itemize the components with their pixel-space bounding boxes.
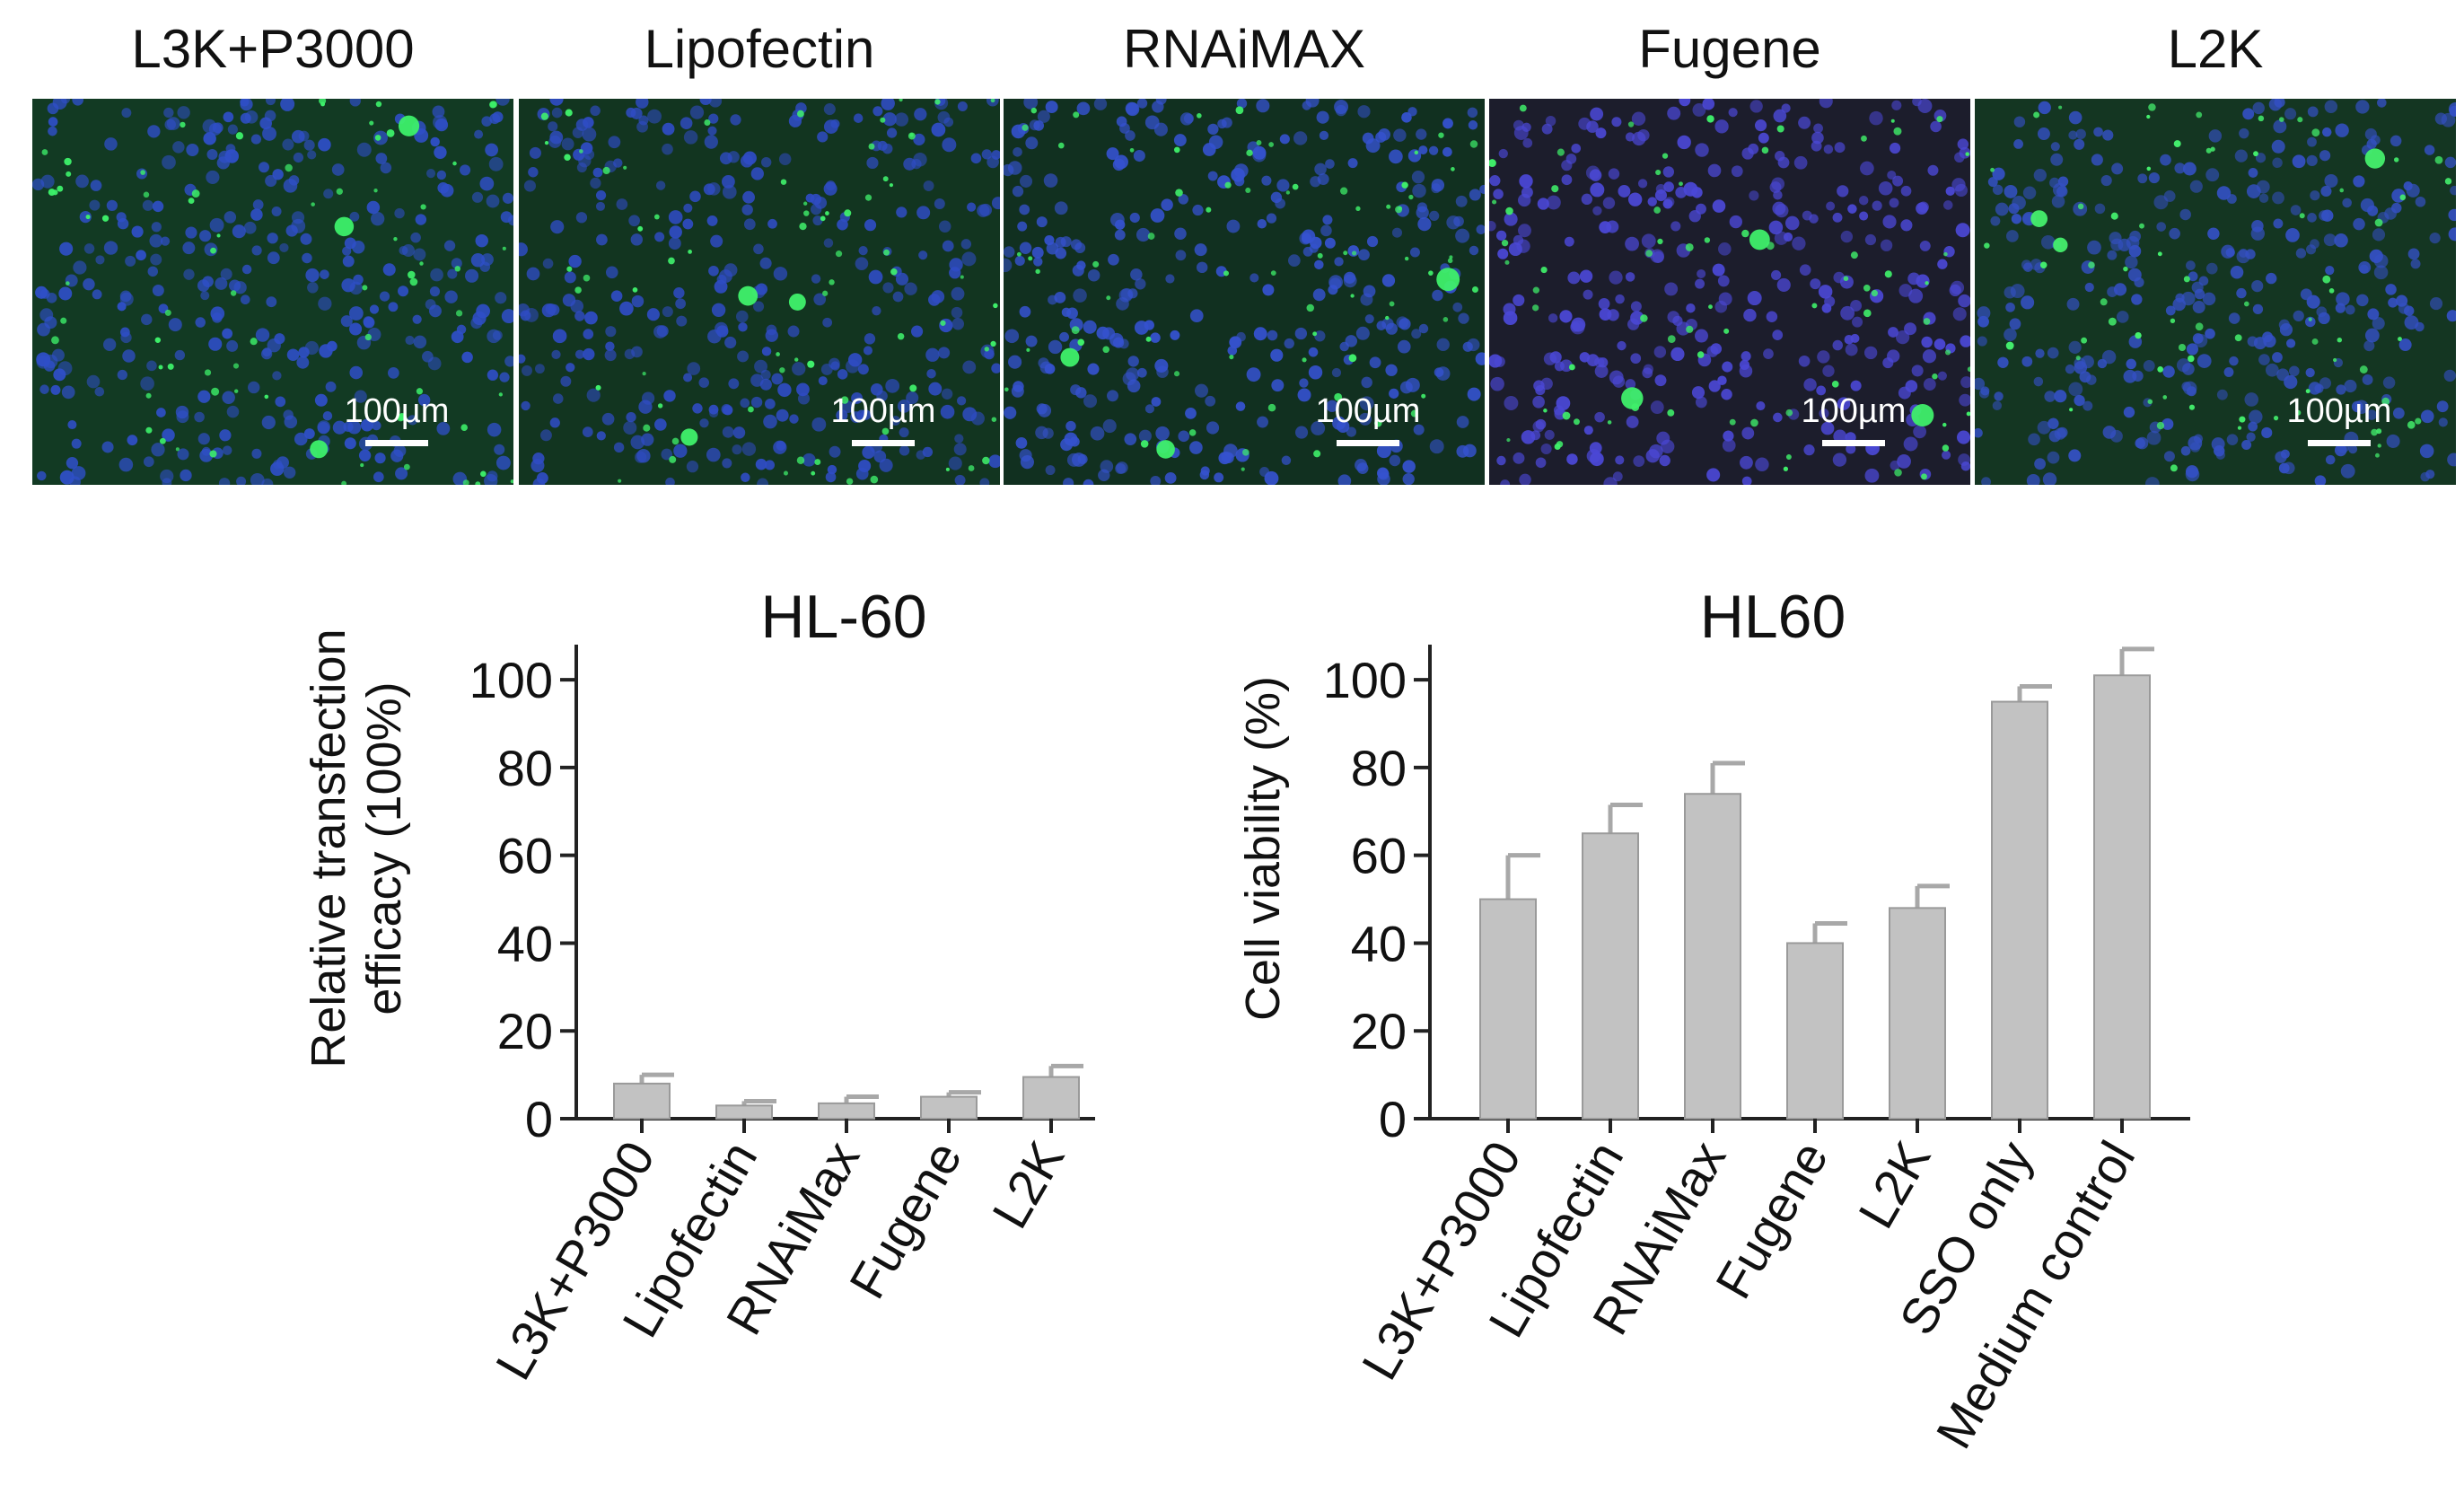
cell-nuclei — [1975, 99, 2456, 485]
y-axis-label: Relative transfection — [302, 628, 355, 1068]
x-tick-label: L2K — [981, 1132, 1074, 1238]
bar — [1889, 907, 1946, 1120]
scale-bar-label: 100µm — [1316, 392, 1421, 430]
micrograph-label: RNAiMAX — [1123, 19, 1365, 79]
y-tick-label: 80 — [1351, 740, 1407, 796]
fluorescent-spots — [1984, 103, 2452, 472]
micrograph-label: Lipofectin — [644, 19, 875, 79]
x-tick-label: L3K+P3000 — [485, 1132, 666, 1389]
y-axis-label: efficacy (100%) — [357, 681, 411, 1015]
bar — [1479, 898, 1537, 1120]
bar — [1582, 832, 1639, 1120]
y-tick-label: 100 — [469, 652, 553, 708]
fluorescent-spots — [41, 99, 513, 485]
x-tick-label: L3K+P3000 — [1351, 1132, 1532, 1389]
bar — [818, 1102, 875, 1120]
scale-bar — [2308, 440, 2371, 446]
y-tick-label: 60 — [497, 828, 553, 884]
micrograph-1: L3K+P3000 100µm — [32, 19, 513, 485]
fluorescent-spots — [540, 99, 998, 485]
bar — [613, 1082, 671, 1120]
cell-nuclei — [32, 99, 513, 485]
cell-nuclei — [1489, 99, 1970, 485]
micrograph-label: Fugene — [1638, 19, 1821, 79]
y-tick-label: 60 — [1351, 828, 1407, 884]
y-tick-label: 80 — [497, 740, 553, 796]
scale-bar-label: 100µm — [831, 392, 936, 430]
chart-title: HL60 — [1700, 583, 1846, 651]
micrograph-2: Lipofectin 100µm — [519, 19, 1000, 485]
y-tick-label: 40 — [1351, 915, 1407, 971]
scale-bar — [852, 440, 915, 446]
cell-viability-chart: HL60 0 20 40 60 80 100 Cell viability (%) L3K+P3… — [1236, 583, 2190, 1458]
x-tick-label: L2K — [1847, 1132, 1941, 1238]
scale-bar-label: 100µm — [345, 392, 450, 430]
bar — [1786, 942, 1844, 1120]
bar — [1022, 1076, 1080, 1120]
bar — [715, 1104, 773, 1120]
scale-bar-label: 100µm — [2287, 392, 2392, 430]
cell-nuclei — [1004, 99, 1485, 485]
fluorescent-spots — [1004, 106, 1478, 471]
scale-bar-label: 100µm — [1802, 392, 1907, 430]
y-axis-label: Cell viability (%) — [1236, 676, 1290, 1021]
bar — [1684, 793, 1741, 1120]
y-tick-label: 0 — [1379, 1091, 1407, 1147]
scale-bar — [1337, 440, 1399, 446]
bar — [2093, 674, 2151, 1120]
fluorescent-spots — [1489, 104, 1970, 480]
y-tick-label: 100 — [1323, 652, 1407, 708]
y-tick-label: 0 — [525, 1091, 553, 1147]
micrograph-label: L2K — [2168, 19, 2264, 79]
micrograph-3: RNAiMAX 100µm — [1004, 19, 1485, 485]
cell-nuclei — [519, 99, 1000, 485]
scale-bar — [1822, 440, 1885, 446]
bar — [1991, 700, 2048, 1120]
y-tick-label: 40 — [497, 915, 553, 971]
transfection-efficacy-chart: HL-60 0 20 40 60 80 100 Relative transfection ef… — [302, 583, 1095, 1389]
bar — [920, 1095, 978, 1120]
micrograph-label: L3K+P3000 — [131, 19, 414, 79]
scale-bar — [365, 440, 428, 446]
micrograph-4: Fugene 100µm — [1489, 19, 1970, 485]
chart-title: HL-60 — [760, 583, 926, 651]
y-tick-label: 20 — [1351, 1003, 1407, 1059]
micrograph-5: L2K 100µm — [1975, 19, 2456, 485]
micrograph-panel: L3K+P3000 100µm Lipofectin 100µm RNAiMAX 100µ… — [32, 19, 2456, 485]
y-tick-label: 20 — [497, 1003, 553, 1059]
